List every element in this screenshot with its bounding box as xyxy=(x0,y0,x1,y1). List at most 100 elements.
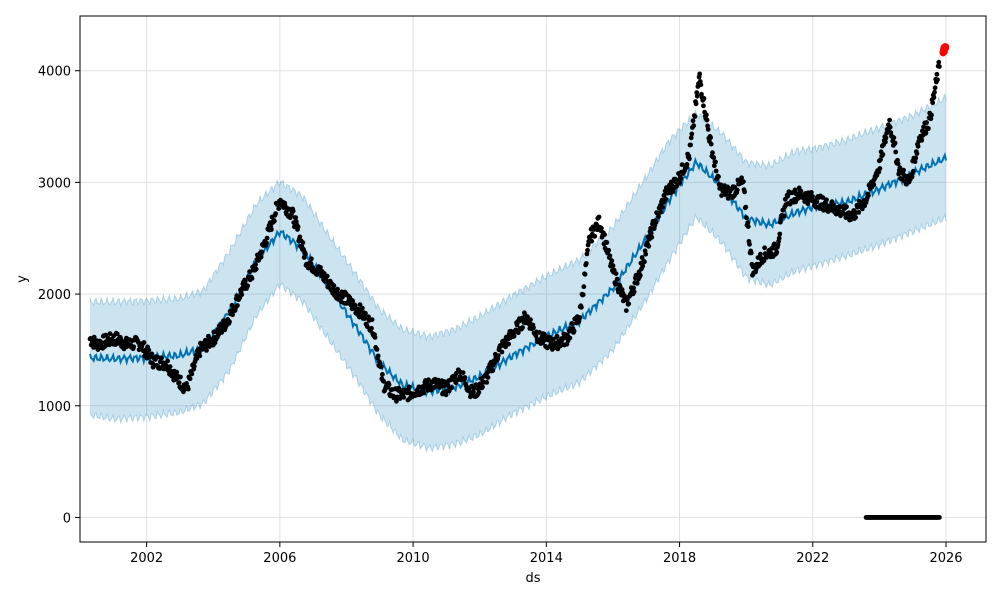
observed-point xyxy=(607,253,613,259)
observed-point xyxy=(692,114,698,119)
observed-point xyxy=(844,204,849,210)
observed-point xyxy=(309,256,314,262)
observed-point xyxy=(883,139,888,145)
observed-point xyxy=(589,238,595,244)
observed-point xyxy=(877,166,883,171)
observed-point xyxy=(360,305,365,311)
observed-point xyxy=(792,187,798,193)
observed-point xyxy=(743,204,749,210)
observed-point xyxy=(99,340,104,346)
observed-point xyxy=(762,245,767,251)
observed-point xyxy=(856,210,862,215)
observed-point xyxy=(258,254,264,260)
x-tick-label: 2010 xyxy=(397,551,430,566)
observed-point xyxy=(853,215,858,220)
observed-point xyxy=(639,255,645,260)
observed-point xyxy=(713,168,719,174)
observed-point xyxy=(445,382,451,388)
observed-point xyxy=(663,196,669,202)
upper-bound-line xyxy=(89,92,947,342)
observed-point xyxy=(499,349,505,355)
observed-point xyxy=(926,126,931,131)
observed-point xyxy=(694,93,700,99)
observed-point xyxy=(705,126,711,132)
observed-point xyxy=(176,380,182,385)
observed-point xyxy=(701,103,706,109)
observed-point xyxy=(357,302,363,307)
observed-point xyxy=(921,124,926,130)
observed-point xyxy=(932,89,937,95)
y-axis-label: y xyxy=(15,275,30,283)
observed-point xyxy=(856,198,862,204)
observed-point xyxy=(249,276,255,281)
observed-point xyxy=(375,353,381,359)
x-tick-label: 2022 xyxy=(796,551,829,566)
observed-point xyxy=(866,193,871,199)
observed-point xyxy=(758,251,763,257)
observed-point xyxy=(567,335,573,341)
observed-point xyxy=(582,271,588,277)
observed-point xyxy=(585,247,590,253)
observed-point xyxy=(581,284,587,290)
x-tick-label: 2002 xyxy=(130,551,163,566)
observed-point xyxy=(485,375,491,380)
observed-point xyxy=(747,241,752,247)
observed-point xyxy=(711,155,717,160)
observed-point xyxy=(366,314,371,320)
y-tick-label: 2000 xyxy=(38,288,71,303)
observed-point xyxy=(623,308,629,313)
observed-point xyxy=(253,266,259,272)
observed-point xyxy=(634,281,640,286)
observed-point xyxy=(318,265,323,270)
observed-point xyxy=(480,384,485,390)
observed-point xyxy=(892,140,898,146)
observed-point xyxy=(701,96,707,101)
observed-point xyxy=(295,224,301,230)
observed-point xyxy=(606,247,612,253)
observed-point xyxy=(805,201,811,206)
observed-point xyxy=(554,333,560,339)
observed-point xyxy=(648,231,654,236)
observed-point xyxy=(335,286,340,292)
observed-point xyxy=(684,162,690,167)
observed-point xyxy=(643,251,649,257)
observed-point xyxy=(809,190,814,195)
observed-point xyxy=(369,325,374,331)
observed-point xyxy=(276,206,282,212)
observed-point xyxy=(602,232,607,238)
observed-point xyxy=(286,206,292,212)
observed-point xyxy=(876,169,882,175)
observed-point xyxy=(810,194,815,199)
observed-point xyxy=(929,112,934,118)
observed-point xyxy=(579,304,584,310)
observed-point xyxy=(631,285,636,291)
uncertainty-band xyxy=(89,92,947,454)
observed-point xyxy=(901,167,906,173)
observed-point xyxy=(131,344,137,350)
observed-point xyxy=(694,90,700,95)
observed-point xyxy=(550,336,556,342)
observed-point xyxy=(653,220,659,225)
highlight-point xyxy=(942,43,950,50)
uncertainty-band-area xyxy=(90,94,946,452)
observed-point xyxy=(914,151,920,156)
observed-point xyxy=(719,193,724,199)
observed-point xyxy=(830,202,836,208)
observed-point xyxy=(380,372,385,377)
observed-point xyxy=(189,371,195,377)
observed-point xyxy=(372,335,378,340)
observed-point xyxy=(678,176,684,181)
observed-point xyxy=(569,321,575,326)
observed-point xyxy=(331,283,337,289)
grid xyxy=(80,16,986,542)
observed-point xyxy=(697,71,703,77)
observed-point xyxy=(185,386,191,392)
observed-point xyxy=(490,368,496,373)
observed-point xyxy=(741,179,746,185)
observed-point xyxy=(297,234,303,240)
observed-point xyxy=(259,249,265,255)
observed-point xyxy=(677,180,683,186)
observed-point xyxy=(693,101,699,107)
observed-point xyxy=(449,385,454,390)
